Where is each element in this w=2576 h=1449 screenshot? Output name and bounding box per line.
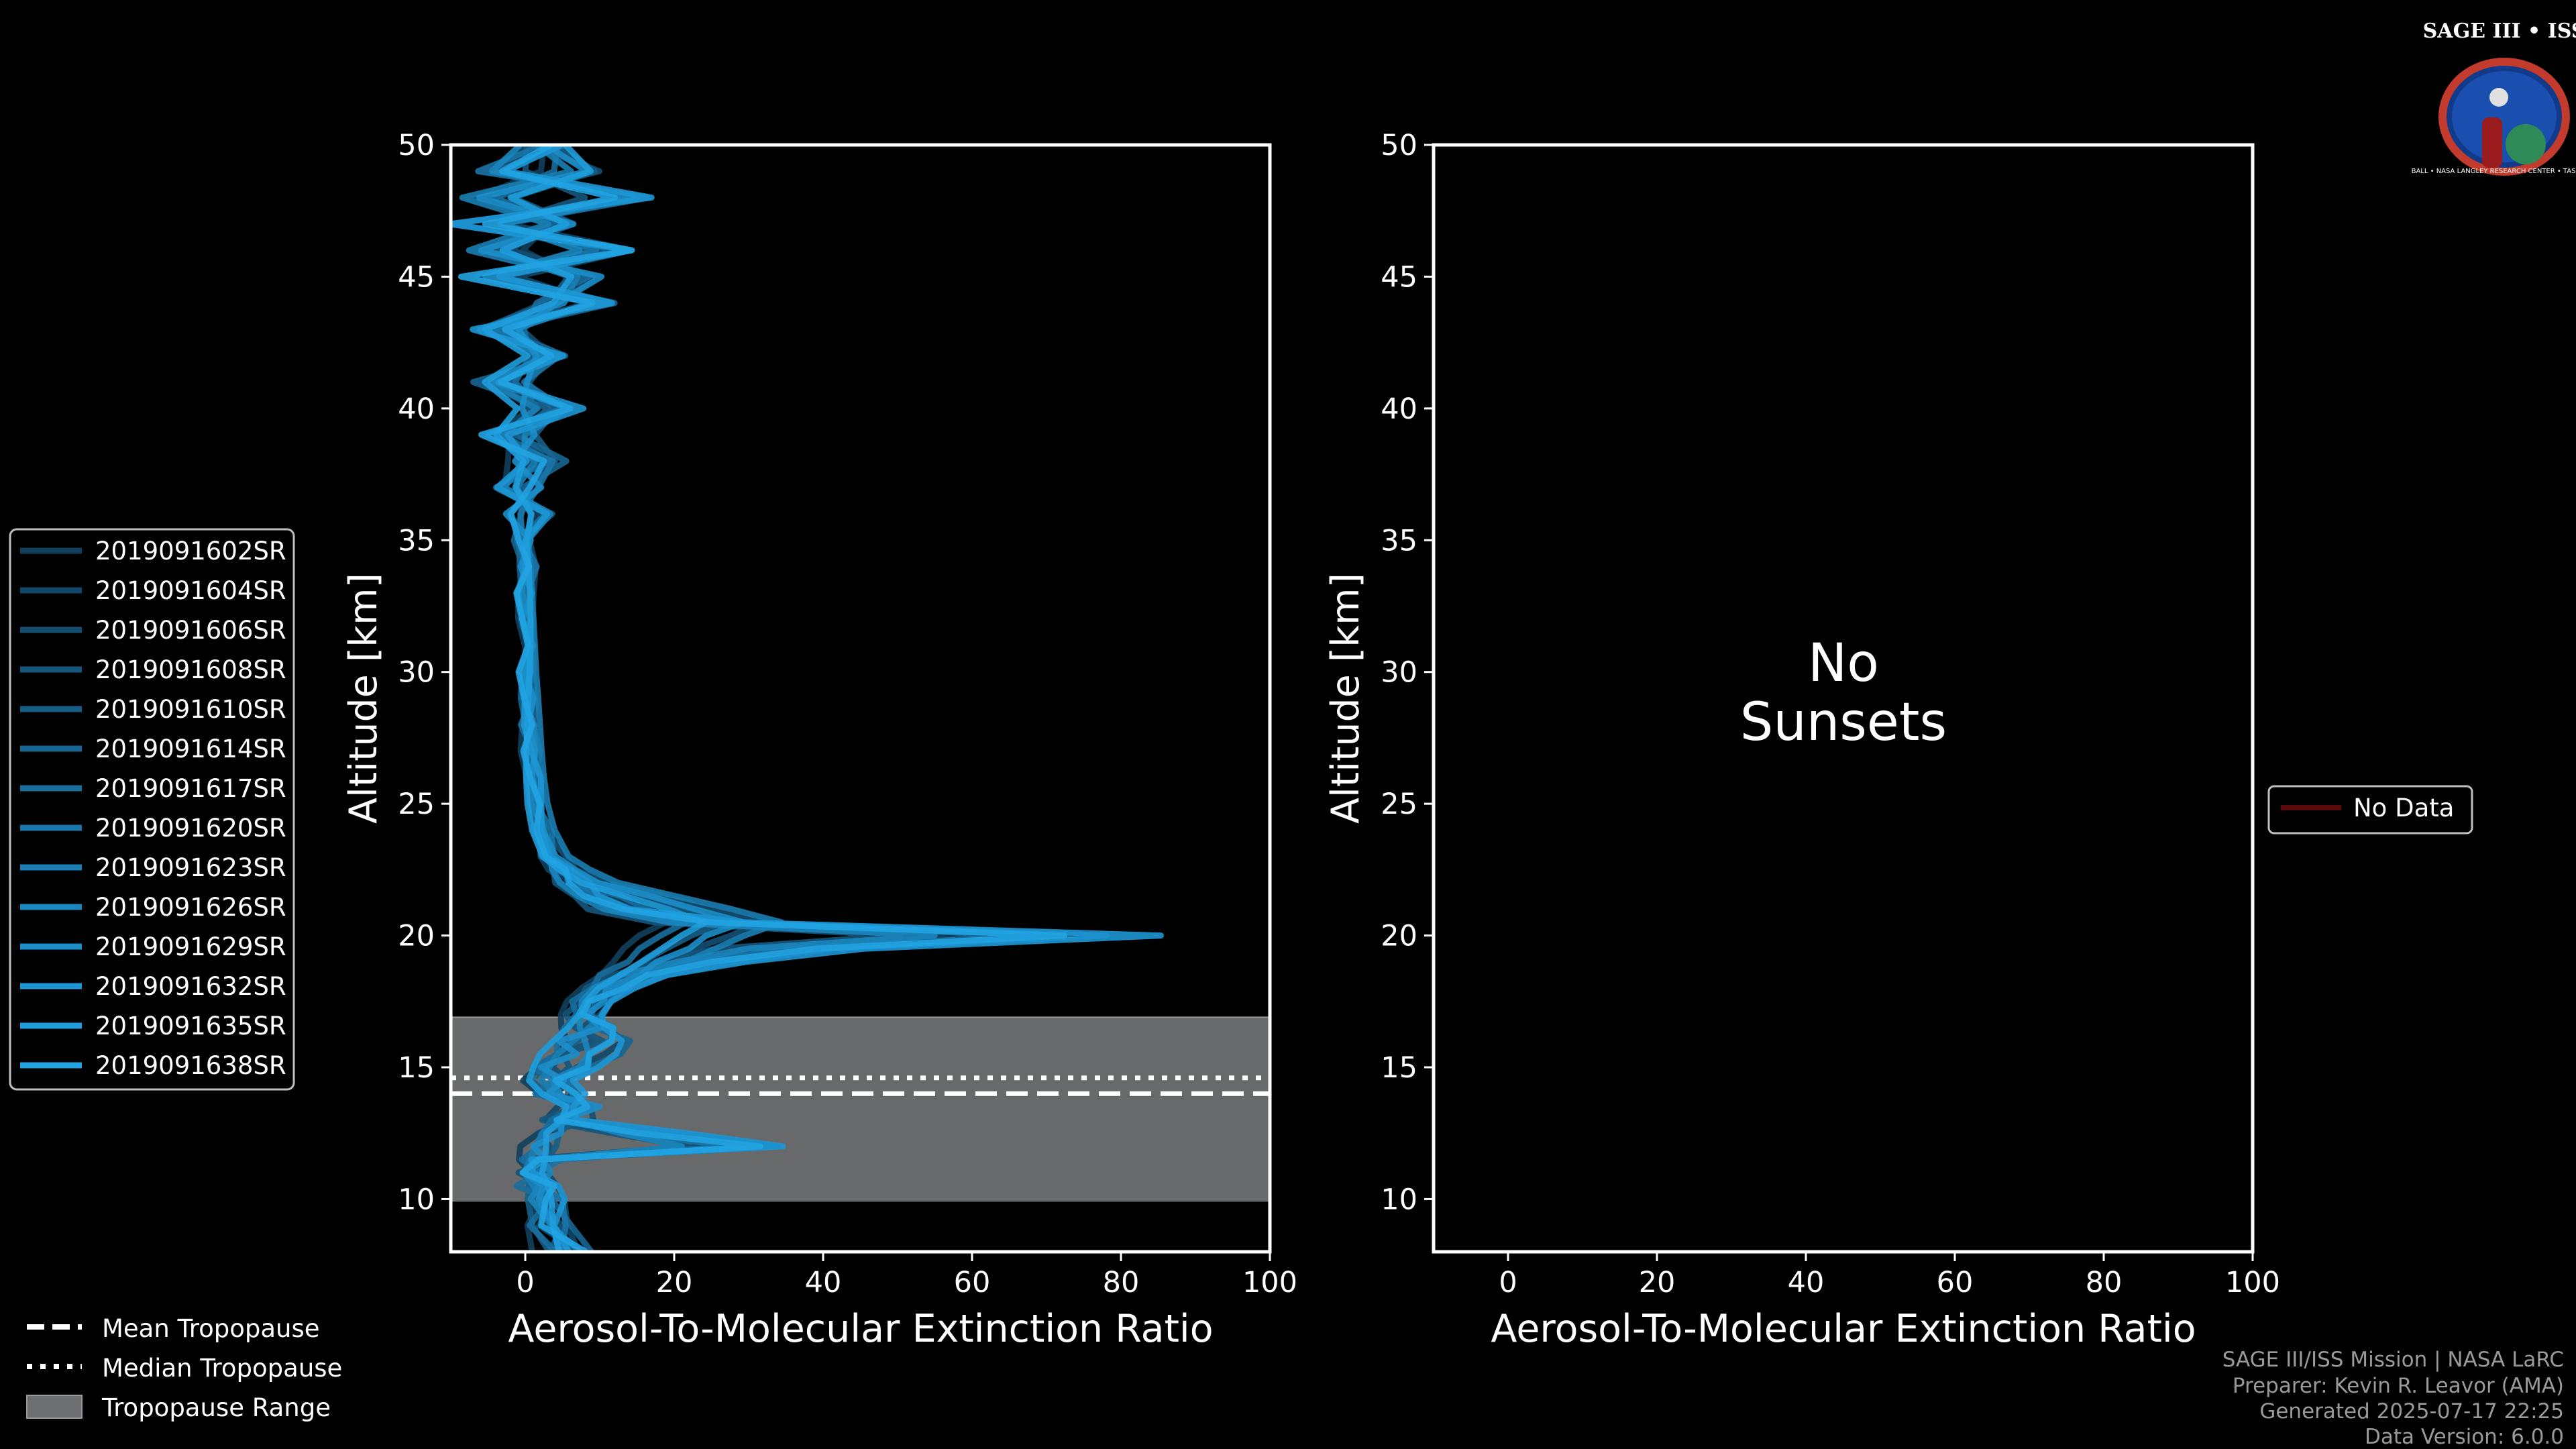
x-tick-label: 100 bbox=[1242, 1266, 1297, 1299]
y-tick-label: 25 bbox=[398, 788, 435, 821]
y-tick-label: 20 bbox=[1381, 920, 1417, 953]
sunrise-plot: 0 20 40 60 80 100 10 15 20 25 30 35 40 45 50 Aerosol-T… bbox=[341, 129, 1297, 1351]
credit-mission: SAGE III/ISS Mission | NASA LaRC bbox=[2222, 1348, 2564, 1372]
x-tick-label: 20 bbox=[1639, 1266, 1676, 1299]
legend-label: 2019091632SR bbox=[95, 972, 286, 1001]
figure-date: 16 September 2019 bbox=[1063, 77, 1643, 138]
no-data-legend-label: No Data bbox=[2353, 794, 2454, 822]
y-tick-label: 30 bbox=[398, 656, 435, 690]
sunrise-panel-title: Sunrise bbox=[772, 90, 949, 139]
x-tick-label: 60 bbox=[954, 1266, 991, 1299]
logo-figure-icon bbox=[2482, 117, 2502, 168]
logo-title: SAGE III • ISS bbox=[2423, 19, 2576, 43]
y-tick-label: 15 bbox=[1381, 1051, 1417, 1085]
sunset-panel-title: Sunset bbox=[1762, 90, 1925, 139]
legend-label: 2019091620SR bbox=[95, 814, 286, 843]
no-sunsets-line-2: Sunsets bbox=[1740, 692, 1947, 753]
x-tick-label: 40 bbox=[1788, 1266, 1825, 1299]
y-tick-label: 15 bbox=[398, 1051, 435, 1085]
legend-label: 2019091626SR bbox=[95, 893, 286, 922]
series-legend-box bbox=[9, 528, 295, 1091]
credits: SAGE III/ISS Mission | NASA LaRC Prepare… bbox=[2222, 1348, 2564, 1449]
sunrise-y-axis-label: Altitude [km] bbox=[341, 573, 386, 824]
median-tropopause-legend-label: Median Tropopause bbox=[102, 1354, 342, 1383]
legend-label: 2019091617SR bbox=[95, 774, 286, 803]
x-tick-label: 40 bbox=[805, 1266, 842, 1299]
legend-label: 2019091614SR bbox=[95, 735, 286, 763]
legend-label: 2019091629SR bbox=[95, 932, 286, 961]
legend-label: 2019091606SR bbox=[95, 616, 286, 645]
no-sunsets-line-1: No bbox=[1808, 633, 1879, 694]
legend-label: 2019091608SR bbox=[95, 655, 286, 684]
sunrise-plot-frame bbox=[449, 143, 1272, 1254]
sunrise-x-axis-label: Aerosol-To-Molecular Extinction Ratio bbox=[508, 1307, 1213, 1351]
legend-label: 2019091638SR bbox=[95, 1051, 286, 1080]
logo-earth-icon bbox=[2506, 124, 2546, 164]
y-tick-label: 10 bbox=[1381, 1183, 1417, 1216]
sunset-x-axis-label: Aerosol-To-Molecular Extinction Ratio bbox=[1491, 1307, 2196, 1351]
credit-preparer: Preparer: Kevin R. Leavor (AMA) bbox=[2233, 1374, 2564, 1398]
legend-label: 2019091623SR bbox=[95, 853, 286, 882]
x-tick-label: 100 bbox=[2225, 1266, 2280, 1299]
x-tick-label: 80 bbox=[2086, 1266, 2123, 1299]
no-data-legend-box bbox=[2267, 785, 2473, 835]
y-tick-label: 45 bbox=[398, 260, 435, 294]
sunset-plot: 0 20 40 60 80 100 10 15 20 25 30 35 40 45 50 Aerosol-T… bbox=[1324, 129, 2280, 1351]
y-tick-label: 45 bbox=[1381, 260, 1417, 294]
tropopause-range-legend-swatch bbox=[26, 1395, 83, 1419]
x-tick-label: 60 bbox=[1937, 1266, 1974, 1299]
x-tick-label: 80 bbox=[1103, 1266, 1140, 1299]
y-tick-label: 50 bbox=[398, 129, 435, 162]
y-tick-label: 35 bbox=[1381, 524, 1417, 557]
series-legend: 2019091602SR 2019091604SR 2019091606SR 2019… bbox=[9, 528, 295, 1091]
sunset-y-axis-label: Altitude [km] bbox=[1324, 573, 1368, 824]
y-tick-label: 25 bbox=[1381, 788, 1417, 821]
legend-label: 2019091604SR bbox=[95, 576, 286, 605]
sunset-plot-background bbox=[1434, 145, 2253, 1252]
x-tick-label: 0 bbox=[1499, 1266, 1517, 1299]
logo-moon-icon bbox=[2489, 88, 2508, 107]
y-tick-label: 40 bbox=[398, 392, 435, 426]
x-tick-label: 0 bbox=[516, 1266, 534, 1299]
y-tick-label: 35 bbox=[398, 524, 435, 557]
figure-title: SAGE III/ISS 1544nm Aerosol-to-Molecular… bbox=[492, 19, 2214, 80]
y-tick-label: 40 bbox=[1381, 392, 1417, 426]
no-data-legend: No Data bbox=[2267, 785, 2473, 835]
tropopause-range-legend-label: Tropopause Range bbox=[101, 1393, 331, 1422]
x-tick-label: 20 bbox=[656, 1266, 693, 1299]
credit-version: Data Version: 6.0.0 bbox=[2365, 1425, 2564, 1449]
y-tick-label: 20 bbox=[398, 920, 435, 953]
credit-generated: Generated 2025-07-17 22:25 bbox=[2259, 1399, 2564, 1424]
tropopause-legend: Mean Tropopause Median Tropopause Tropop… bbox=[26, 1314, 342, 1422]
y-tick-label: 10 bbox=[398, 1183, 435, 1216]
legend-label: 2019091602SR bbox=[95, 537, 286, 566]
sage-iii-iss-logo: SAGE III • ISS BALL • NASA LANGLEY RESEA… bbox=[2412, 19, 2576, 176]
series-line bbox=[458, 145, 1068, 1252]
legend-label: 2019091635SR bbox=[95, 1012, 286, 1040]
sunset-plot-frame bbox=[1432, 143, 2255, 1254]
legend-label: 2019091610SR bbox=[95, 695, 286, 724]
mean-tropopause-legend-label: Mean Tropopause bbox=[102, 1314, 320, 1343]
y-tick-label: 30 bbox=[1381, 656, 1417, 690]
y-tick-label: 50 bbox=[1381, 129, 1417, 162]
logo-caption: BALL • NASA LANGLEY RESEARCH CENTER • TA… bbox=[2412, 168, 2576, 175]
